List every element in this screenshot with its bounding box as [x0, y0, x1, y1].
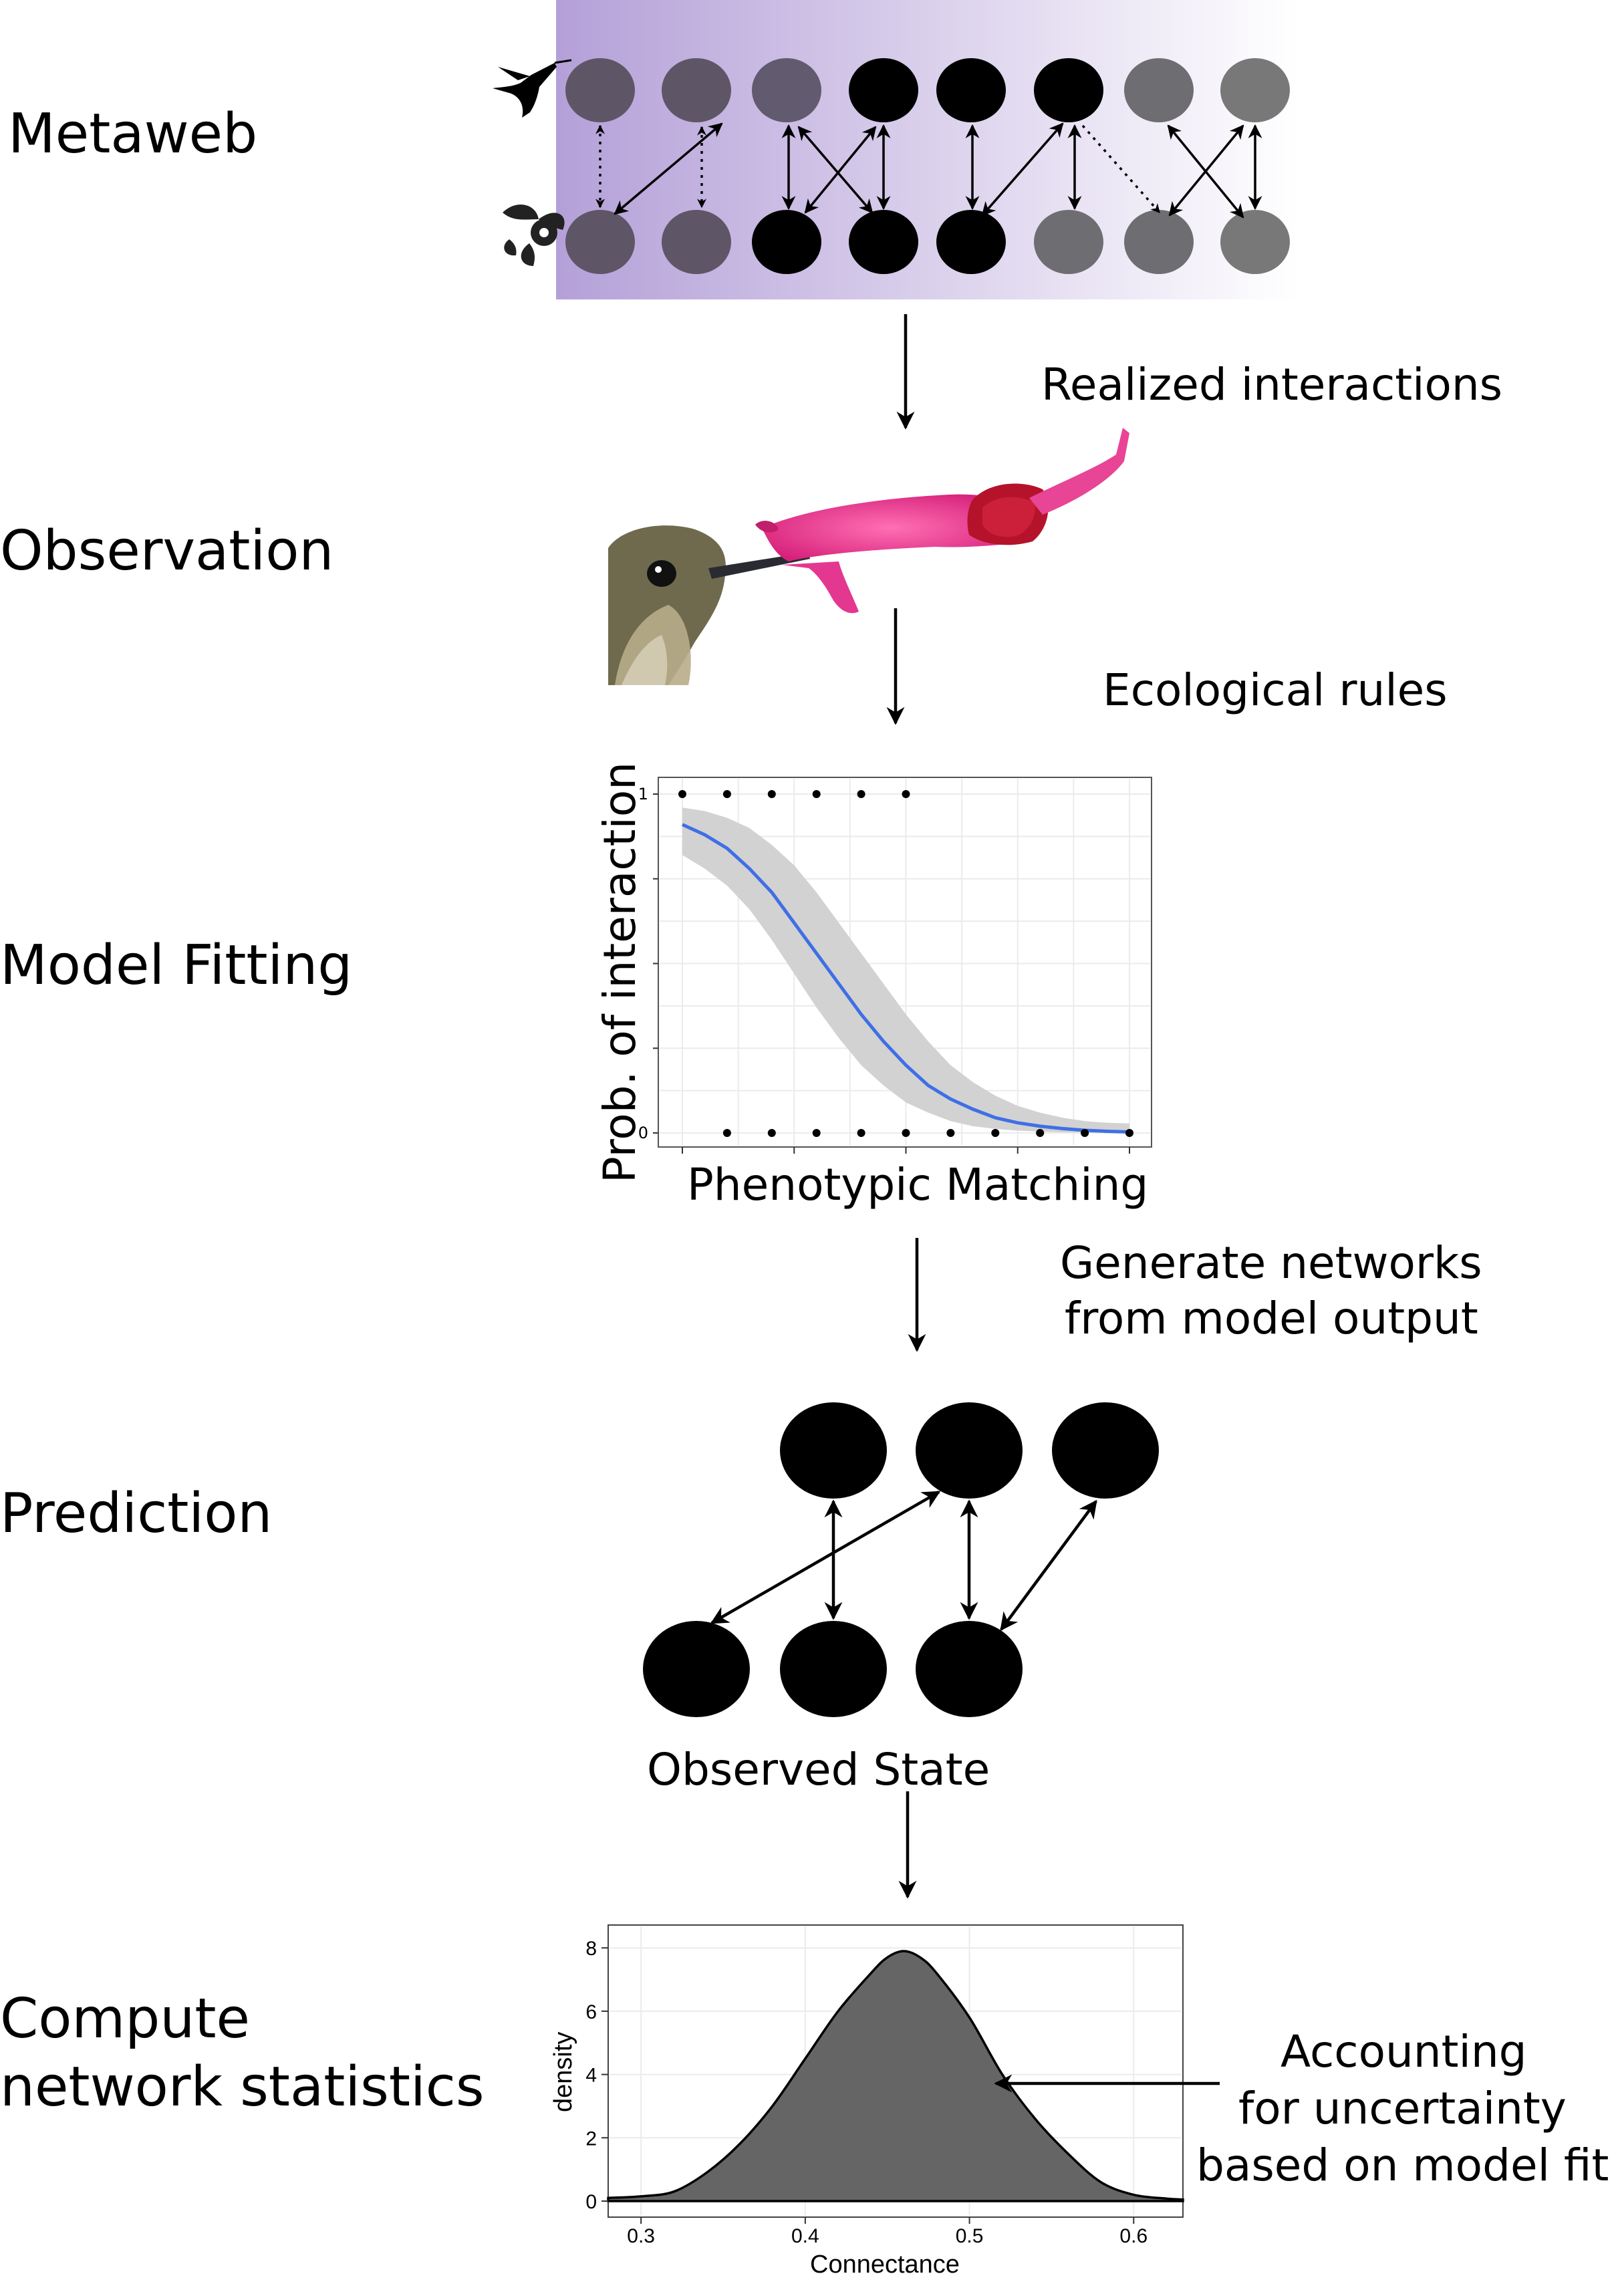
observation-photo: [608, 428, 1129, 685]
metaweb-bottom-node-7: [1124, 210, 1194, 274]
metaweb-bottom-node-5: [936, 210, 1006, 274]
stage-label-model-fitting: Model Fitting: [0, 934, 352, 997]
metaweb-top-node-4: [849, 58, 918, 122]
fit-y-axis-label: Prob. of interaction: [594, 762, 646, 1183]
fit-confidence-band: [682, 807, 1129, 1133]
annotation-generate-line2: from model output: [1065, 1293, 1478, 1344]
fit-observation-points: [678, 790, 1133, 1137]
density-x-tick-label: 0.5: [956, 2225, 984, 2247]
annotation-accounting-line2: for uncertainty: [1238, 2083, 1567, 2134]
metaweb-top-node-2: [662, 58, 731, 122]
fit-point: [722, 790, 731, 798]
annotation-accounting-line3: based on model fit: [1196, 2140, 1609, 2191]
metaweb-bottom-node-2: [662, 210, 731, 274]
metaweb-bottom-node-8: [1220, 210, 1290, 274]
density-y-tick-label: 0: [585, 2191, 597, 2213]
density-y-axis-label: density: [549, 2032, 577, 2112]
metaweb-top-node-7: [1124, 58, 1194, 122]
metaweb-bottom-node-1: [565, 210, 635, 274]
density-area: [607, 1950, 1184, 2202]
metaweb-top-node-8: [1220, 58, 1290, 122]
stage-label-compute-line2: network statistics: [0, 2055, 485, 2119]
density-x-tick-label: 0.3: [627, 2225, 655, 2247]
prediction-network: [643, 1402, 1159, 1717]
fit-point: [812, 790, 821, 798]
fit-x-axis-label: Phenotypic Matching: [687, 1159, 1148, 1210]
prediction-top-node-3: [1052, 1402, 1159, 1499]
density-x-tick-label: 0.4: [791, 2225, 819, 2247]
hummingbird-icon: [493, 59, 572, 118]
fit-curve-line: [681, 823, 1130, 1134]
annotation-ecological-rules: Ecological rules: [1103, 664, 1448, 716]
fit-point: [722, 1129, 731, 1137]
prediction-top-node-2: [916, 1402, 1023, 1499]
metaweb-bottom-node-4: [849, 210, 918, 274]
density-x-tick-label: 0.6: [1119, 2225, 1148, 2247]
density-y-tick-label: 6: [585, 2001, 597, 2023]
fit-y-ticks: 01: [638, 785, 658, 1142]
stage-label-compute-line1: Compute: [0, 1987, 250, 2051]
density-chart: 0 2 4 6 8 0.3 0.4 0.5 0.6 density Connectance: [549, 1924, 1184, 2279]
density-y-tick-label: 2: [585, 2128, 597, 2150]
prediction-edge-2: [710, 1491, 941, 1624]
stage-label-metaweb: Metaweb: [8, 102, 257, 166]
prediction-bottom-node-2: [780, 1621, 887, 1717]
fit-point: [902, 790, 910, 798]
fit-point: [1036, 1129, 1045, 1137]
fit-point: [767, 790, 776, 798]
metaweb-edge-7: [981, 122, 1064, 217]
metaweb-edge-4: [804, 126, 877, 214]
metaweb-bottom-node-6: [1034, 210, 1103, 274]
stage-label-observation: Observation: [0, 519, 333, 583]
prediction-bottom-node-3: [916, 1621, 1023, 1717]
fit-point: [991, 1129, 1000, 1137]
density-y-ticks: 0 2 4 6 8: [585, 1938, 608, 2213]
metaweb-edge-10: [1168, 124, 1244, 217]
fit-point: [1125, 1129, 1133, 1137]
prediction-bottom-node-1: [643, 1621, 750, 1717]
metaweb-top-node-5: [936, 58, 1006, 122]
fit-y-tick-label: 1: [638, 785, 648, 803]
metaweb-bottom-node-3: [752, 210, 821, 274]
stage-label-prediction: Prediction: [0, 1482, 272, 1545]
annotation-observed-state: Observed State: [647, 1744, 990, 1795]
fit-x-ticks: [682, 1147, 1130, 1154]
fit-point: [857, 790, 865, 798]
hummingbird-head-photo: [608, 525, 810, 685]
metaweb-top-node-3: [752, 58, 821, 122]
fit-y-tick-label: 0: [638, 1124, 648, 1142]
metaweb-top-node-6: [1034, 58, 1103, 122]
fit-point: [767, 1129, 776, 1137]
metaweb-panel: [493, 0, 1298, 299]
prediction-edge-4: [1000, 1499, 1097, 1632]
fit-point: [678, 790, 686, 798]
flower-photo: [755, 428, 1129, 614]
fit-point: [857, 1129, 865, 1137]
prediction-top-node-1: [780, 1402, 887, 1499]
annotation-generate-line1: Generate networks: [1060, 1237, 1482, 1289]
metaweb-edge-dotted-3: [1081, 124, 1161, 214]
metaweb-top-node-1: [565, 58, 635, 122]
density-x-ticks: 0.3 0.4 0.5 0.6: [627, 2217, 1148, 2247]
fit-point: [946, 1129, 955, 1137]
fit-point: [902, 1129, 910, 1137]
flower-icon: [503, 204, 565, 266]
fit-point: [812, 1129, 821, 1137]
fit-point: [1081, 1129, 1089, 1137]
logistic-fit-chart: 01 Prob. of interaction Phenotypic Match…: [594, 762, 1152, 1210]
density-y-tick-label: 4: [585, 2065, 597, 2087]
density-x-axis-label: Connectance: [810, 2251, 960, 2279]
annotation-realized-interactions: Realized interactions: [1041, 359, 1502, 410]
density-y-tick-label: 8: [585, 1938, 597, 1960]
annotation-accounting-line1: Accounting: [1281, 2026, 1527, 2077]
